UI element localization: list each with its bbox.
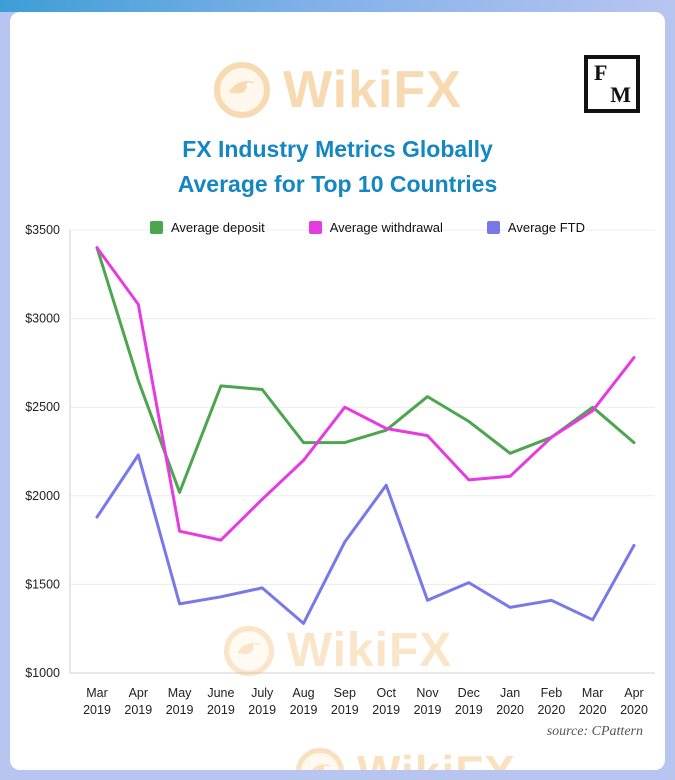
title-line-1: FX Industry Metrics Globally [182,136,493,162]
chart-legend: Average deposit Average withdrawal Avera… [70,220,665,235]
x-tick-year: 2019 [83,703,111,717]
y-tick-label: $3500 [25,223,60,237]
x-tick-month: May [168,686,192,700]
legend-swatch-deposit-icon [149,221,163,234]
x-tick-year: 2020 [620,703,648,717]
source-row: source: CPattern [10,722,665,740]
x-tick-month: Oct [376,686,396,700]
fm-logo: F M [584,55,640,113]
wikifx-logo-icon [295,747,345,770]
legend-label-ftd: Average FTD [507,220,585,235]
x-tick-year: 2019 [372,703,400,717]
watermark-text: WikiFX [283,61,462,119]
legend-label-deposit: Average deposit [170,220,265,235]
fm-logo-letter-f: F [594,60,608,85]
x-tick-year: 2020 [537,703,565,717]
legend-label-withdrawal: Average withdrawal [329,220,443,235]
legend-item-average-deposit: Average deposit [149,220,265,235]
content-card: WikiFX F M FX Industry Metrics Globally … [10,12,665,770]
x-tick-month: Feb [541,686,563,700]
watermark-bottom: WikiFX [295,745,516,770]
x-tick-year: 2019 [124,703,152,717]
x-tick-month: Aug [292,686,314,700]
series-line-average-withdrawal [95,246,636,542]
y-tick-label: $3000 [25,312,60,326]
x-tick-year: 2019 [248,703,276,717]
x-tick-month: Mar [86,686,108,700]
x-tick-month: Mar [582,686,604,700]
page-title: FX Industry Metrics Globally Average for… [10,132,665,202]
x-tick-month: Jan [500,686,520,700]
fm-logo-letter-m: M [610,82,631,107]
x-tick-year: 2019 [207,703,235,717]
watermark-text: WikiFX [357,745,516,770]
series-line-average-deposit [95,246,636,494]
x-tick-year: 2020 [579,703,607,717]
watermark-top: WikiFX [10,60,665,120]
legend-item-average-withdrawal: Average withdrawal [308,220,443,235]
y-tick-label: $1500 [25,577,60,591]
x-tick-year: 2020 [496,703,524,717]
x-tick-month: Apr [624,686,643,700]
x-tick-month: Sep [334,686,356,700]
wikifx-logo-icon [214,62,271,118]
x-tick-year: 2019 [414,703,442,717]
legend-swatch-ftd-icon [486,221,500,234]
source-text: source: CPattern [546,724,643,739]
y-tick-label: $1000 [25,666,60,680]
title-line-2: Average for Top 10 Countries [177,171,498,197]
x-tick-month: Apr [129,686,148,700]
y-tick-label: $2000 [25,489,60,503]
x-tick-year: 2019 [290,703,318,717]
legend-swatch-withdrawal-icon [308,221,322,234]
x-tick-year: 2019 [455,703,483,717]
line-chart: $3500 $3000 $2500 $2000 $1500 $1000 Mar 2019 Apr… [25,223,655,717]
x-tick-month: July [251,686,274,700]
top-gradient-bar [0,0,675,12]
y-tick-label: $2500 [25,400,60,414]
x-tick-month: June [207,686,234,700]
x-tick-month: Nov [416,686,439,700]
chart-area: Average deposit Average withdrawal Avera… [10,218,665,718]
series-line-average-ftd [95,453,636,625]
x-tick-year: 2019 [331,703,359,717]
x-tick-year: 2019 [166,703,194,717]
legend-item-average-ftd: Average FTD [486,220,585,235]
x-tick-month: Dec [458,686,480,700]
